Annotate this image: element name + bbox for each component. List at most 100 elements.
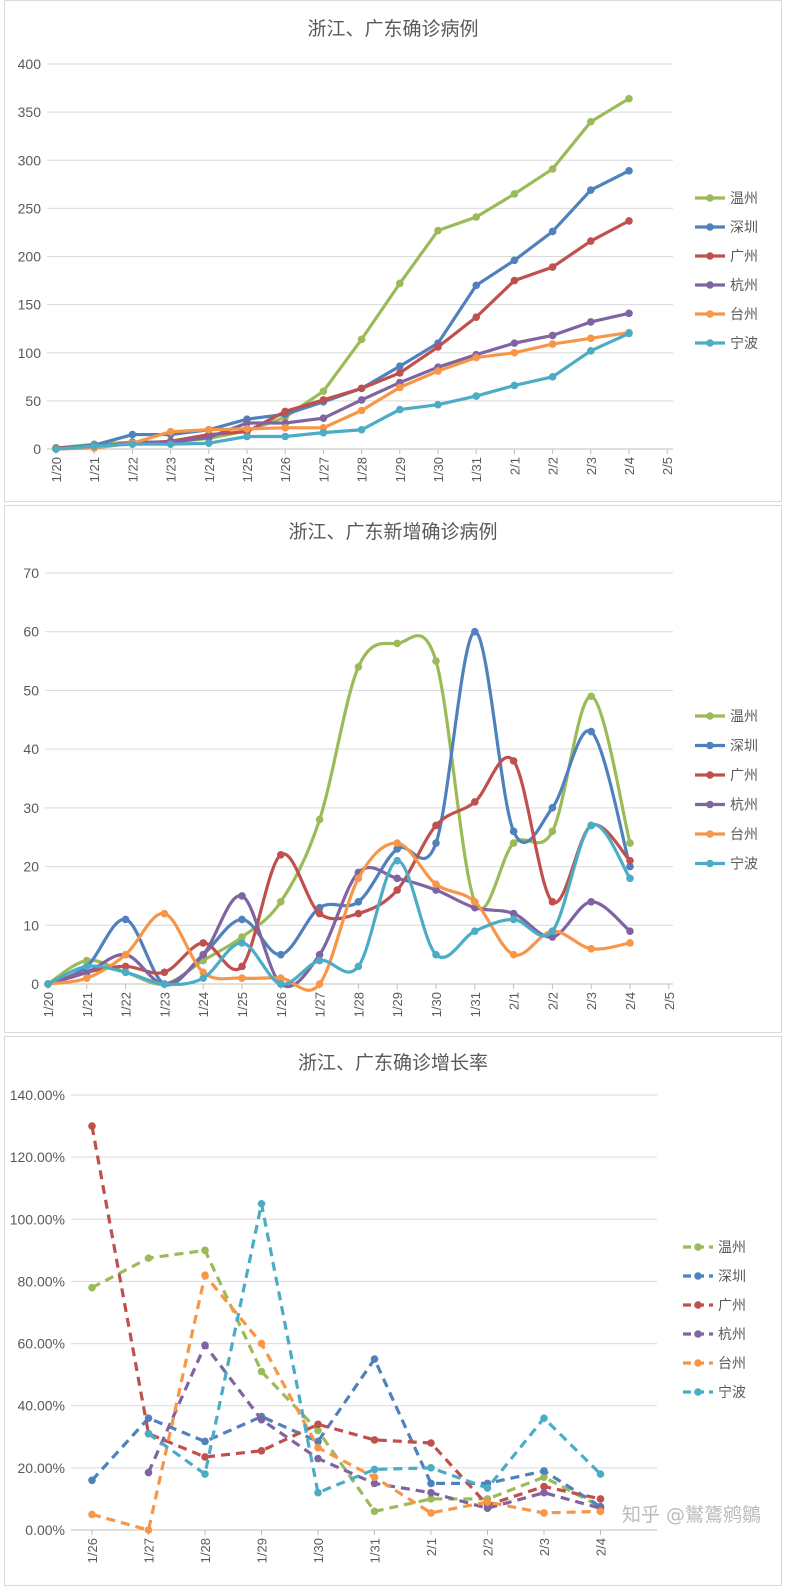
- data-point: [357, 384, 366, 393]
- legend-marker-dot: [706, 339, 714, 347]
- legend-label: 广州: [730, 249, 758, 265]
- y-tick-label: 0.00%: [25, 1522, 65, 1538]
- data-point: [587, 727, 595, 736]
- data-point: [510, 276, 519, 285]
- data-point: [510, 339, 519, 347]
- legend-label: 深圳: [718, 1269, 746, 1285]
- data-point: [540, 1488, 548, 1497]
- legend-label: 台州: [730, 827, 758, 843]
- data-point: [128, 430, 137, 439]
- series-line-0: [91, 1248, 602, 1513]
- chart-new-cases: 浙江、广东新增确诊病例 0 10 20 30 40 50 60 70 1/20 1/21 1/22 1/…: [4, 505, 782, 1033]
- data-point: [238, 933, 246, 941]
- data-point: [370, 1479, 379, 1488]
- data-point: [396, 369, 404, 377]
- data-point: [587, 334, 595, 343]
- legend-label: 温州: [718, 1240, 746, 1256]
- x-tick-label: 1/23: [157, 992, 172, 1017]
- legend-label: 温州: [730, 191, 758, 207]
- data-point: [319, 414, 328, 423]
- data-point: [370, 1355, 379, 1363]
- y-tick-label: 100: [18, 345, 42, 361]
- legend-marker-dot: [706, 281, 714, 289]
- chart-title: 浙江、广东新增确诊病例: [288, 521, 497, 543]
- data-point: [471, 927, 479, 935]
- data-point: [83, 962, 91, 971]
- data-point: [548, 898, 557, 906]
- data-point: [121, 950, 130, 959]
- x-tick-label: 2/4: [594, 1538, 609, 1556]
- data-point: [52, 445, 60, 453]
- data-point: [509, 915, 518, 924]
- data-point: [471, 627, 479, 636]
- x-tick-label: 2/1: [507, 992, 522, 1010]
- data-point: [548, 227, 557, 236]
- data-point: [587, 347, 595, 355]
- data-point: [472, 281, 481, 290]
- data-point: [160, 968, 169, 977]
- y-tick-label: 300: [18, 152, 42, 168]
- data-point: [121, 968, 130, 977]
- data-point: [44, 980, 52, 988]
- data-point: [257, 1446, 266, 1455]
- data-point: [281, 407, 290, 416]
- data-point: [393, 856, 402, 865]
- data-point: [432, 839, 440, 847]
- data-point: [205, 433, 213, 442]
- y-tick-label: 350: [18, 104, 42, 120]
- legend-marker-dot: [706, 859, 714, 868]
- y-tick-label: 10: [23, 917, 39, 933]
- data-point: [314, 1488, 322, 1497]
- x-tick-label: 1/26: [85, 1538, 100, 1563]
- legend-marker-dot: [706, 712, 714, 720]
- data-point: [625, 309, 633, 318]
- chart-growth-rate: 浙江、广东确诊增长率 0.00% 20.00% 40.00% 60.00% 80.00% 1…: [4, 1036, 782, 1586]
- data-point: [472, 353, 481, 362]
- legend-marker-dot: [694, 1388, 702, 1396]
- data-point: [315, 909, 324, 918]
- legend-label: 台州: [730, 307, 758, 323]
- data-point: [393, 874, 402, 883]
- data-point: [315, 815, 324, 824]
- legend-marker-dot: [706, 310, 714, 318]
- data-point: [548, 165, 557, 173]
- legend-marker-dot: [706, 741, 714, 750]
- data-point: [166, 440, 175, 448]
- data-point: [160, 909, 169, 918]
- data-point: [587, 186, 595, 194]
- x-tick-label: 1/28: [355, 457, 370, 482]
- data-point: [587, 821, 595, 830]
- data-point: [540, 1467, 548, 1475]
- data-point: [548, 927, 557, 935]
- series-line-5: [54, 331, 631, 451]
- data-point: [626, 862, 634, 871]
- data-point: [121, 962, 130, 971]
- chart-confirmed-cases-svg: 浙江、广东确诊病例 0 50 100 150 200 250 300 350 400 1/20 1/2…: [18, 18, 758, 482]
- data-point: [434, 226, 442, 235]
- x-tick-label: 1/28: [351, 992, 366, 1017]
- y-tick-label: 50: [23, 682, 39, 698]
- data-point: [357, 335, 366, 344]
- x-tick-label: 1/25: [240, 457, 255, 482]
- data-point: [357, 396, 366, 404]
- series-line-1: [46, 630, 632, 987]
- series-line-1: [54, 169, 631, 450]
- data-point: [626, 939, 634, 947]
- data-point: [396, 279, 404, 288]
- data-point: [277, 851, 285, 859]
- legend-label: 广州: [718, 1298, 746, 1314]
- x-tick-label: 2/3: [584, 992, 599, 1010]
- data-point: [370, 1473, 379, 1481]
- data-point: [354, 909, 363, 918]
- x-tick-label: 1/31: [469, 457, 484, 482]
- y-tick-label: 120.00%: [10, 1149, 65, 1165]
- data-point: [281, 424, 290, 432]
- data-point: [277, 974, 285, 982]
- series-line-1: [90, 1357, 602, 1509]
- data-point: [144, 1414, 153, 1422]
- data-point: [427, 1464, 435, 1472]
- data-point: [626, 927, 634, 935]
- data-point: [238, 939, 246, 947]
- x-tick-label: 1/28: [198, 1538, 213, 1563]
- x-tick-label: 2/1: [424, 1538, 439, 1556]
